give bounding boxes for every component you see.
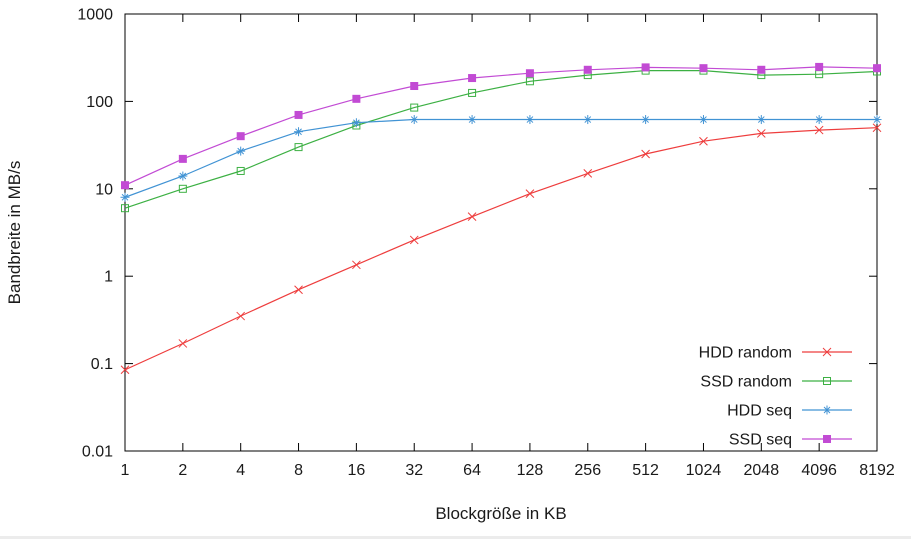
legend-entry-hdd-random: HDD random [699, 345, 852, 362]
y-tick-label: 1 [104, 269, 113, 286]
x-tick-label: 4096 [801, 462, 837, 479]
series-hdd-random [120, 123, 882, 375]
y-axis-ticks: 0.01 0.1 1 10 100 1000 [77, 7, 877, 461]
y-tick-label: 0.1 [91, 356, 113, 373]
legend-entry-ssd-random: SSD random [700, 374, 852, 391]
series-hdd-seq [120, 115, 882, 202]
y-tick-label: 0.01 [82, 444, 113, 461]
x-tick-label: 1 [121, 462, 130, 479]
y-tick-label: 100 [86, 94, 113, 111]
plot-border [124, 13, 878, 452]
legend-entry-hdd-seq: HDD seq [727, 403, 852, 420]
x-tick-label: 32 [405, 462, 423, 479]
x-tick-label: 256 [574, 462, 601, 479]
x-tick-label: 2048 [744, 462, 780, 479]
series-line [124, 69, 878, 209]
legend: HDD random SSD random HDD seq SSD seq [699, 345, 852, 449]
legend-entry-ssd-seq: SSD seq [729, 432, 852, 449]
x-tick-label: 8 [294, 462, 303, 479]
x-axis-ticks: 1 2 4 8 16 32 64 128 256 512 1024 2048 4096 8192 [121, 14, 895, 479]
y-tick-label: 10 [95, 181, 113, 198]
x-tick-label: 8192 [859, 462, 895, 479]
series-ssd-random [121, 66, 881, 213]
legend-label: SSD seq [729, 432, 792, 449]
x-tick-label: 512 [632, 462, 659, 479]
x-tick-label: 4 [236, 462, 245, 479]
y-tick-label: 1000 [77, 7, 113, 24]
legend-label: HDD random [699, 345, 792, 362]
x-tick-label: 16 [347, 462, 365, 479]
legend-label: SSD random [700, 374, 792, 391]
series-line [124, 118, 877, 198]
y-axis-title: Bandbreite in MB/s [5, 161, 24, 305]
x-tick-label: 2 [178, 462, 187, 479]
x-tick-label: 64 [463, 462, 481, 479]
x-tick-label: 128 [517, 462, 544, 479]
series-line [124, 127, 878, 371]
series-ssd-seq [121, 62, 881, 190]
x-axis-title: Blockgröße in KB [435, 504, 566, 523]
window-edge [0, 536, 911, 539]
legend-label: HDD seq [727, 403, 792, 420]
series-line [124, 66, 878, 186]
x-tick-label: 1024 [686, 462, 722, 479]
